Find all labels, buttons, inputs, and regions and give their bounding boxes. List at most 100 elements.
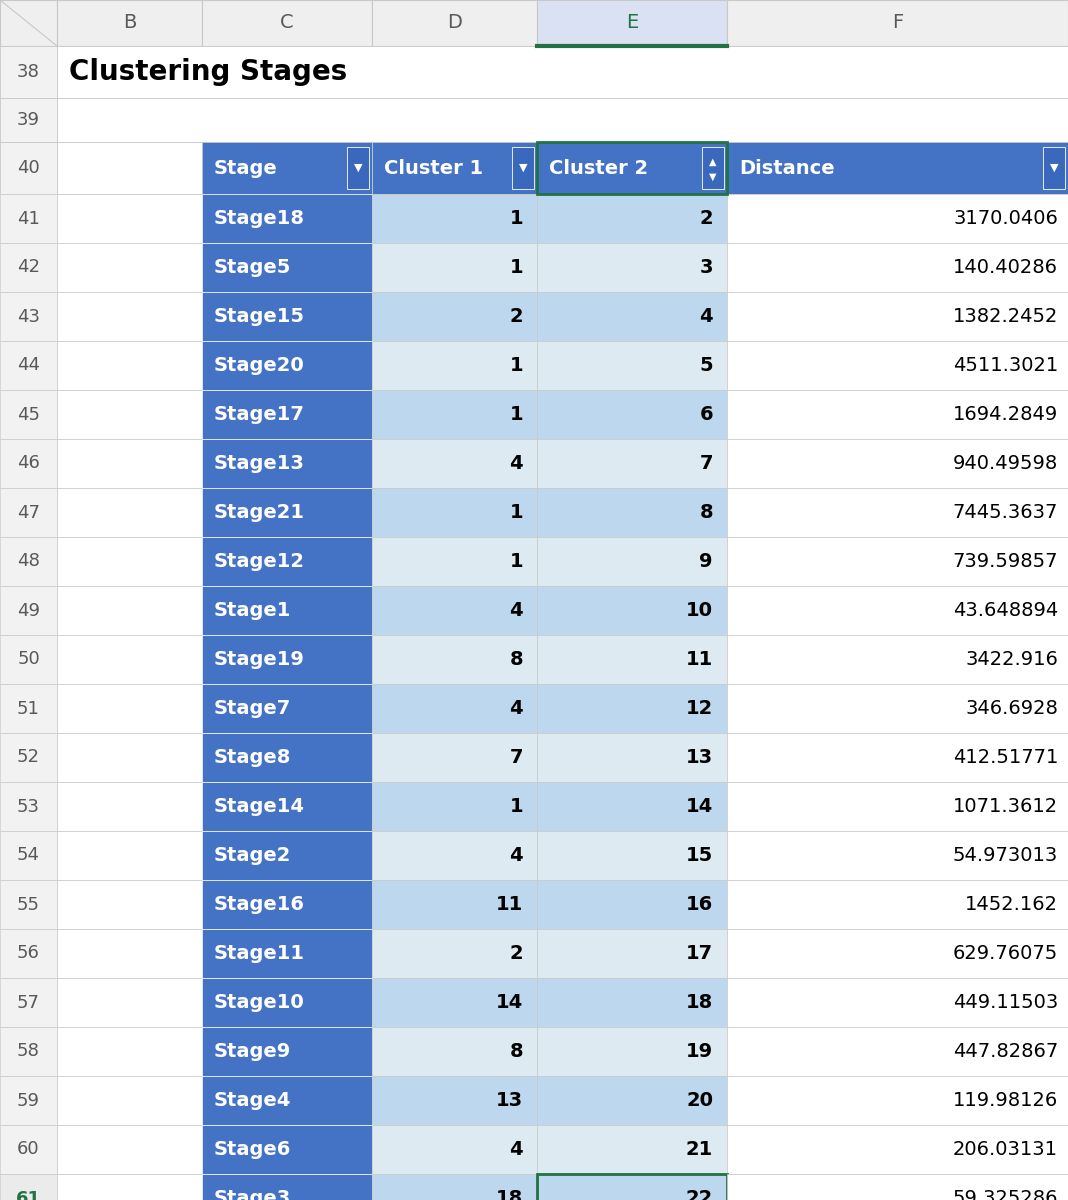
Text: Stage10: Stage10 (214, 994, 304, 1012)
Text: 13: 13 (686, 748, 713, 767)
Bar (0, 830, 57, 880)
Text: 8: 8 (509, 650, 523, 670)
Bar (202, 1126, 372, 1174)
Text: 2: 2 (700, 209, 713, 228)
Text: 3170.0406: 3170.0406 (953, 209, 1058, 228)
Text: C: C (280, 13, 294, 32)
Text: 13: 13 (496, 1091, 523, 1110)
Bar (57, 635, 202, 684)
Bar (202, 341, 372, 390)
Bar (727, 0, 1068, 46)
Bar (0, 1126, 57, 1174)
Text: 47: 47 (17, 504, 40, 522)
Bar (57, 439, 202, 488)
Bar (57, 978, 202, 1027)
Bar (202, 830, 372, 880)
Text: 629.76075: 629.76075 (953, 944, 1058, 962)
Text: 55: 55 (17, 895, 40, 913)
Bar (537, 538, 727, 586)
Bar (372, 830, 537, 880)
Text: 4: 4 (509, 454, 523, 473)
Bar (537, 439, 727, 488)
Bar (202, 439, 372, 488)
Text: 43.648894: 43.648894 (953, 601, 1058, 620)
Text: 59.325286: 59.325286 (953, 1189, 1058, 1200)
Text: 53: 53 (17, 798, 40, 816)
Bar (0, 978, 57, 1027)
Text: 7445.3637: 7445.3637 (953, 503, 1058, 522)
Bar (0, 635, 57, 684)
Bar (57, 880, 202, 929)
Bar (727, 978, 1068, 1027)
Text: 14: 14 (496, 994, 523, 1012)
Text: 1071.3612: 1071.3612 (953, 797, 1058, 816)
Text: 52: 52 (17, 749, 40, 767)
Text: 54: 54 (17, 846, 40, 864)
Bar (0, 390, 57, 439)
Bar (537, 586, 727, 635)
Text: Stage14: Stage14 (214, 797, 305, 816)
Bar (512, 146, 534, 188)
Bar (1043, 146, 1065, 188)
Text: Stage5: Stage5 (214, 258, 292, 277)
Text: 1: 1 (509, 258, 523, 277)
Bar (57, 194, 202, 242)
Bar (537, 733, 727, 782)
Text: 61: 61 (16, 1189, 41, 1200)
Text: 1452.162: 1452.162 (965, 895, 1058, 914)
Bar (0, 733, 57, 782)
Text: Stage17: Stage17 (214, 404, 304, 424)
Bar (202, 978, 372, 1027)
Bar (202, 242, 372, 292)
Bar (57, 733, 202, 782)
Bar (0, 586, 57, 635)
Bar (727, 242, 1068, 292)
Text: 4: 4 (509, 1140, 523, 1159)
Bar (57, 782, 202, 830)
Text: 1: 1 (509, 797, 523, 816)
Bar (727, 1027, 1068, 1076)
Bar (537, 1027, 727, 1076)
Text: 60: 60 (17, 1140, 40, 1158)
Text: Stage9: Stage9 (214, 1042, 292, 1061)
Bar (537, 929, 727, 978)
Bar (202, 488, 372, 538)
Bar (372, 880, 537, 929)
Text: 19: 19 (686, 1042, 713, 1061)
Bar (727, 538, 1068, 586)
Text: 42: 42 (17, 258, 40, 276)
Text: Distance: Distance (739, 158, 834, 178)
Text: 1: 1 (509, 503, 523, 522)
Bar (727, 194, 1068, 242)
Text: 6: 6 (700, 404, 713, 424)
Text: ▼: ▼ (519, 163, 528, 173)
Bar (727, 830, 1068, 880)
Bar (0, 880, 57, 929)
Bar (372, 1027, 537, 1076)
Bar (372, 390, 537, 439)
Bar (727, 1076, 1068, 1126)
Text: 59: 59 (17, 1092, 40, 1110)
Text: 57: 57 (17, 994, 40, 1012)
Bar (537, 1076, 727, 1126)
Text: 15: 15 (686, 846, 713, 865)
Bar (537, 488, 727, 538)
Text: 1694.2849: 1694.2849 (953, 404, 1058, 424)
Text: 40: 40 (17, 158, 40, 176)
Bar (57, 830, 202, 880)
Text: Stage18: Stage18 (214, 209, 305, 228)
Text: Stage13: Stage13 (214, 454, 304, 473)
Text: 1382.2452: 1382.2452 (953, 307, 1058, 326)
Bar (372, 142, 537, 194)
Bar (0, 142, 57, 194)
Bar (0, 1076, 57, 1126)
Text: 12: 12 (686, 698, 713, 718)
Bar (727, 1174, 1068, 1200)
Bar (372, 978, 537, 1027)
Text: B: B (123, 13, 137, 32)
Text: 4: 4 (509, 846, 523, 865)
Bar (0, 46, 57, 98)
Bar (0, 782, 57, 830)
Bar (202, 733, 372, 782)
Bar (202, 880, 372, 929)
